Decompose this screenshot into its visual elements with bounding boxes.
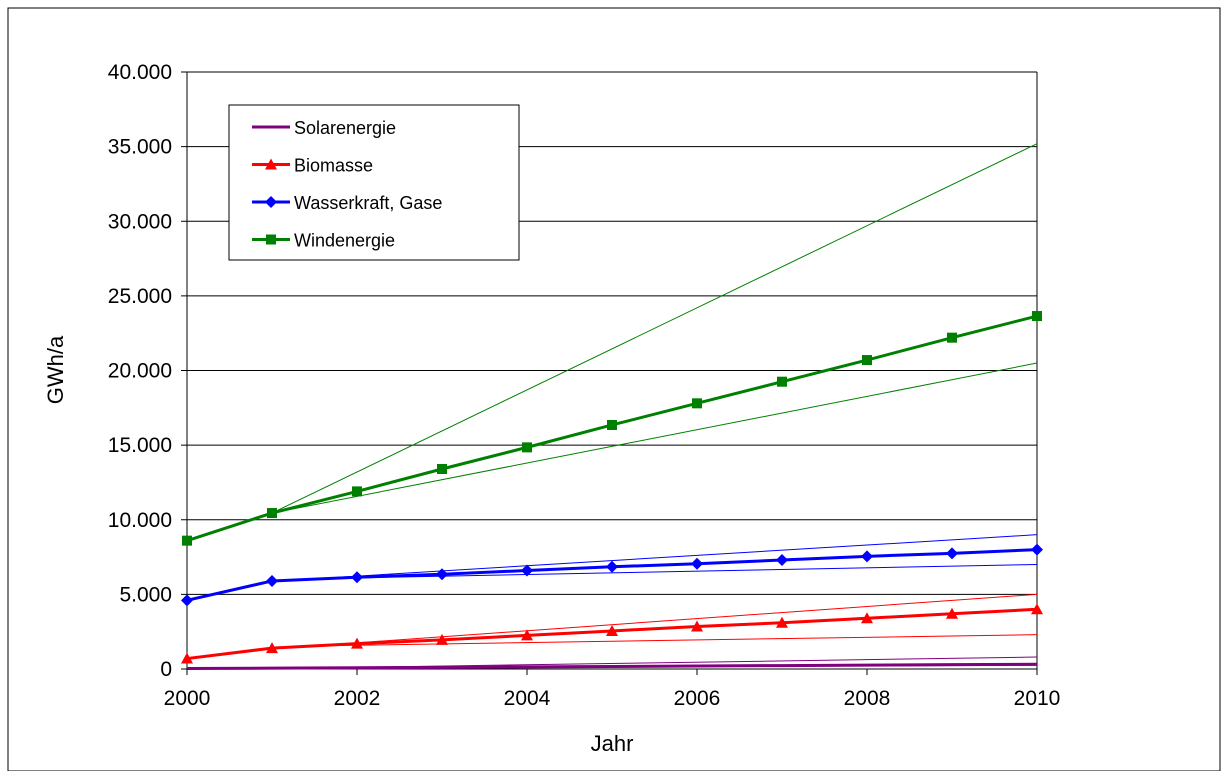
- legend-item-biomasse: Biomasse: [252, 156, 373, 176]
- data-point-windenergie-2010: [1032, 311, 1042, 322]
- legend-label-windenergie: Windenergie: [294, 231, 395, 251]
- legend: Solarenergie Biomasse Wasserkraft, Gase Win…: [228, 104, 520, 261]
- x-tick-label-5: 2010: [1014, 687, 1061, 710]
- y-tick-label-4: 20.000: [108, 360, 172, 383]
- legend-label-wasserkraft-gase: Wasserkraft, Gase: [294, 193, 442, 213]
- data-point-biomasse-2003: [436, 633, 448, 645]
- series-line-solarenergie: [186, 662, 1038, 671]
- y-tick-label-1: 5.000: [119, 583, 172, 606]
- data-point-wasserkraft-gase-2004: [521, 564, 533, 577]
- data-point-windenergie-2006: [692, 398, 702, 409]
- x-tick-label-3: 2006: [674, 687, 721, 710]
- data-point-biomasse-2005: [606, 624, 618, 636]
- x-axis-label: Jahr: [591, 731, 634, 756]
- y-tick-label-3: 15.000: [108, 434, 172, 457]
- x-tick-label-0: 2000: [164, 687, 211, 710]
- data-point-windenergie-2001: [267, 508, 277, 519]
- y-tick-label-8: 40.000: [108, 61, 172, 84]
- range-line-0: [271, 143, 1038, 514]
- data-point-windenergie-2008: [862, 355, 872, 366]
- legend-item-windenergie: Windenergie: [252, 231, 395, 251]
- data-point-wasserkraft-gase-2006: [691, 557, 703, 570]
- range-line-5: [314, 634, 1038, 647]
- y-tick-label-5: 25.000: [108, 285, 172, 308]
- data-point-windenergie-2003: [437, 464, 447, 475]
- data-point-windenergie-2004: [522, 442, 532, 453]
- legend-item-wasserkraft-gase: Wasserkraft, Gase: [252, 193, 442, 213]
- series-layer: [181, 311, 1043, 671]
- data-point-wasserkraft-gase-2007: [776, 554, 788, 567]
- y-tick-label-2: 10.000: [108, 509, 172, 532]
- data-point-biomasse-2007: [776, 616, 788, 628]
- data-point-wasserkraft-gase-2002: [351, 571, 363, 584]
- y-tick-label-6: 30.000: [108, 210, 172, 233]
- data-point-wasserkraft-gase-2008: [861, 550, 873, 563]
- data-point-wasserkraft-gase-2001: [266, 574, 278, 587]
- data-point-biomasse-2001: [266, 642, 278, 654]
- range-line-2: [314, 534, 1038, 580]
- x-tick-label-1: 2002: [334, 687, 381, 710]
- data-point-biomasse-2000: [181, 652, 193, 664]
- legend-label-solarenergie: Solarenergie: [294, 118, 396, 138]
- data-point-biomasse-2004: [521, 629, 533, 641]
- legend-box: [228, 104, 520, 261]
- data-point-biomasse-2008: [861, 612, 873, 624]
- y-tick-label-7: 35.000: [108, 136, 172, 159]
- legend-item-solarenergie: Solarenergie: [252, 118, 396, 138]
- data-point-windenergie-2005: [607, 419, 617, 430]
- data-point-biomasse-2006: [691, 620, 703, 632]
- series-biomasse: [181, 603, 1043, 664]
- data-point-windenergie-2000: [182, 535, 192, 546]
- range-line-4: [314, 593, 1038, 647]
- x-tick-label-2: 2004: [504, 687, 551, 710]
- legend-label-biomasse: Biomasse: [294, 156, 373, 176]
- range-line-1: [271, 362, 1038, 514]
- y-axis-label: GWh/a: [43, 335, 68, 404]
- legend-marker-wasserkraft-gase: [265, 196, 277, 208]
- data-point-windenergie-2009: [947, 332, 957, 343]
- y-tick-label-0: 0: [160, 658, 172, 681]
- legend-marker-biomasse: [265, 158, 277, 170]
- data-point-wasserkraft-gase-2000: [181, 594, 193, 607]
- data-point-biomasse-2009: [946, 607, 958, 619]
- series-solarenergie: [186, 662, 1038, 671]
- data-point-windenergie-2002: [352, 486, 362, 497]
- legend-marker-windenergie: [266, 234, 276, 245]
- data-point-wasserkraft-gase-2009: [946, 547, 958, 560]
- data-point-windenergie-2007: [777, 376, 787, 387]
- data-point-biomasse-2010: [1031, 603, 1043, 615]
- data-point-biomasse-2002: [351, 637, 363, 649]
- x-tick-label-4: 2008: [844, 687, 891, 710]
- data-point-wasserkraft-gase-2010: [1031, 543, 1043, 556]
- range-line-3: [314, 564, 1038, 580]
- data-point-wasserkraft-gase-2005: [606, 560, 618, 573]
- data-point-wasserkraft-gase-2003: [436, 568, 448, 581]
- series-windenergie: [182, 311, 1042, 546]
- tick-labels: 0 5.000 10.000 15.000 20.000 25.000 30.000 35.0…: [108, 61, 1061, 710]
- series-wasserkraft-gase: [181, 543, 1043, 607]
